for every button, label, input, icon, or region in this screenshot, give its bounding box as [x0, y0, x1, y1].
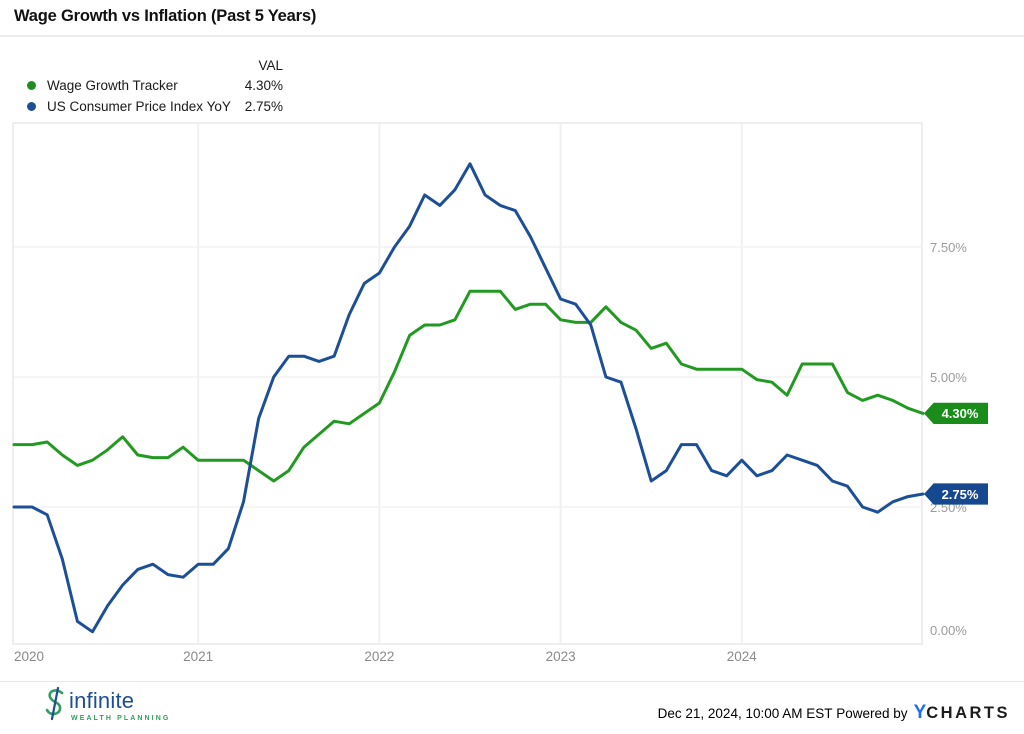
dollar-infinity-icon	[44, 686, 68, 727]
y-axis-label: 7.50%	[930, 240, 967, 255]
title-divider	[0, 35, 1024, 37]
x-axis-label: 2022	[364, 649, 395, 664]
legend-val-header: VAL	[258, 58, 283, 73]
y-axis-label: 5.00%	[930, 370, 967, 385]
footer-timestamp: Dec 21, 2024, 10:00 AM EST	[657, 706, 833, 721]
powered-by-label: Powered by	[836, 706, 908, 721]
x-axis-label: 2023	[545, 649, 576, 664]
wage-growth-tracker-value-badge: 4.30%	[924, 402, 988, 424]
brand-name: infinite	[69, 688, 135, 713]
footer-attribution: Dec 21, 2024, 10:00 AM EST Powered by Y …	[658, 702, 1010, 724]
legend-item-wage-growth: Wage Growth Tracker	[27, 78, 178, 93]
legend-item-label: US Consumer Price Index YoY	[47, 99, 231, 114]
ycharts-y-icon: Y	[913, 702, 927, 723]
legend-item-cpi: US Consumer Price Index YoY	[27, 99, 231, 114]
chart-plot-area	[12, 122, 923, 645]
wage-growth-dot-icon	[27, 81, 36, 90]
legend-item-value: 4.30%	[244, 78, 283, 93]
cpi-dot-icon	[27, 102, 36, 111]
us-cpi-yoy-value-badge: 2.75%	[924, 483, 988, 505]
brand-tagline: WEALTH PLANNING	[71, 715, 171, 722]
legend-item-label: Wage Growth Tracker	[47, 78, 178, 93]
brand-logo: infinite WEALTH PLANNING	[44, 686, 171, 727]
page-title: Wage Growth vs Inflation (Past 5 Years)	[14, 7, 317, 25]
x-axis-label: 2020	[14, 649, 45, 664]
y-axis-label: 0.00%	[930, 623, 967, 638]
footer-divider	[0, 681, 1024, 682]
legend-item-value: 2.75%	[244, 99, 283, 114]
x-axis-label: 2021	[183, 649, 214, 664]
ycharts-logo: Y CHARTS	[913, 702, 1010, 723]
x-axis-label: 2024	[726, 649, 757, 664]
